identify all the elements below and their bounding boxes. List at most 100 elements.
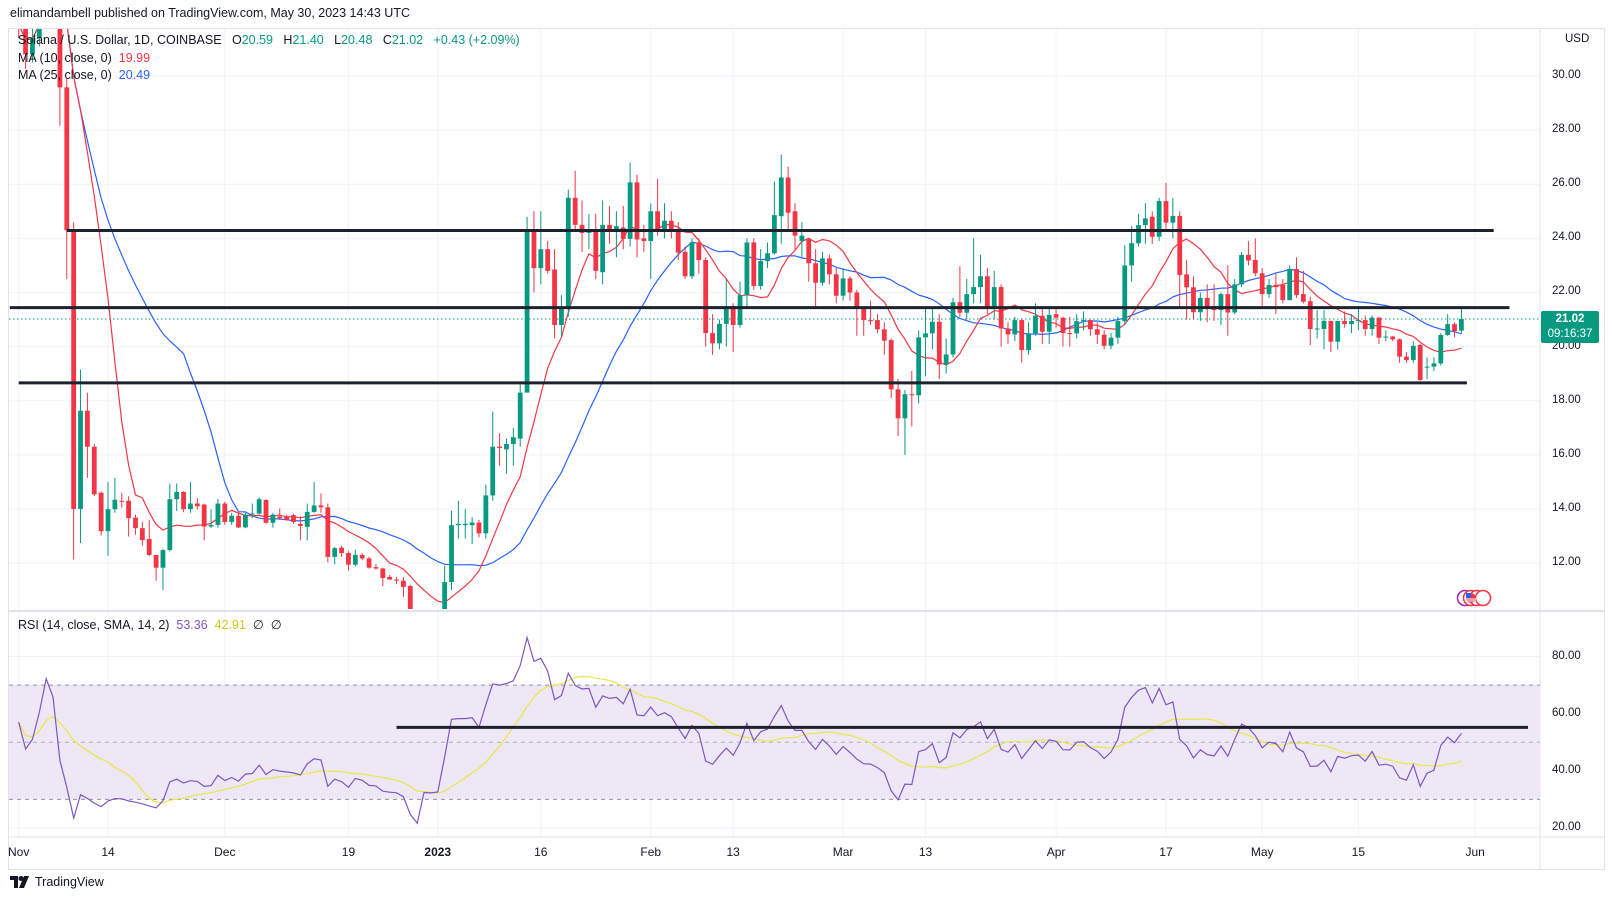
candle-body: [256, 499, 262, 514]
us-event-flags-icon[interactable]: [1456, 589, 1492, 607]
candle-body: [1156, 201, 1162, 237]
candle-down: [607, 205, 612, 244]
candle-down: [1184, 260, 1189, 320]
candle-body: [394, 579, 399, 581]
candle-body: [1081, 320, 1086, 322]
candle-up: [765, 242, 770, 269]
candle-up: [243, 512, 248, 529]
ma25-label: MA (25, close, 0): [18, 68, 112, 82]
candle-body: [765, 253, 770, 262]
candle-up: [1046, 306, 1052, 344]
currency-label[interactable]: USD: [1565, 33, 1590, 45]
candle-body: [1012, 320, 1018, 335]
candle-body: [1397, 339, 1402, 357]
candle-body: [105, 509, 111, 532]
candle-body: [1115, 321, 1121, 338]
candle-body: [1163, 201, 1169, 223]
candle-body: [85, 410, 90, 447]
candle-down: [1328, 320, 1334, 353]
candle-up: [174, 483, 180, 512]
candle-up: [778, 154, 784, 244]
candle-body: [366, 558, 372, 568]
tradingview-logo[interactable]: TradingView: [10, 875, 104, 889]
candle-down: [957, 266, 963, 317]
candle-body: [634, 182, 640, 240]
candle-up: [1266, 278, 1272, 298]
candle-down: [1149, 211, 1155, 244]
candle-body: [1300, 294, 1306, 302]
candle-down: [833, 268, 839, 304]
candle-body: [875, 320, 880, 330]
candle-body: [744, 242, 750, 296]
candle-up: [840, 268, 846, 301]
candle-down: [1225, 265, 1231, 336]
candle-body: [449, 525, 454, 583]
candle-body: [23, 29, 28, 55]
candle-body: [572, 197, 578, 225]
candle-up: [30, 29, 35, 63]
candle-up: [565, 189, 571, 317]
candle-body: [139, 528, 145, 541]
candle-up: [916, 330, 922, 404]
candle-body: [91, 446, 97, 495]
candle-body: [249, 513, 255, 515]
candle-up: [483, 484, 489, 539]
candle-body: [153, 554, 159, 568]
candle-up: [462, 508, 468, 539]
candle-down: [476, 519, 482, 538]
candle-body: [593, 228, 599, 271]
candle-body: [112, 499, 118, 510]
candle-body: [1459, 318, 1464, 331]
candle-up: [208, 509, 214, 528]
candle-down: [23, 29, 28, 69]
candle-up: [1355, 306, 1361, 331]
candle-body: [1067, 333, 1073, 335]
candle-body: [772, 215, 777, 254]
candle-body: [833, 274, 839, 296]
candle-up: [256, 497, 262, 515]
candle-body: [984, 276, 990, 308]
candle-body: [1273, 284, 1279, 288]
candle-body: [174, 491, 180, 500]
time-axis-label: 15: [1351, 845, 1366, 859]
candle-body: [1108, 337, 1114, 346]
candle-up: [559, 295, 564, 336]
candle-body: [263, 500, 269, 523]
candle-body: [510, 437, 516, 445]
rsi-legend[interactable]: RSI (14, close, SMA, 14, 2) 53.36 42.91 …: [18, 617, 282, 632]
candle-up: [717, 319, 722, 350]
ma25-legend[interactable]: MA (25, close, 0) 20.49: [18, 68, 150, 82]
candle-down: [1191, 276, 1196, 320]
price-axis-label: 24.00: [1552, 231, 1581, 244]
candle-up: [332, 546, 338, 565]
candle-up: [758, 249, 764, 290]
candle-up: [1424, 357, 1430, 380]
candle-body: [387, 576, 393, 580]
candle-body: [1314, 328, 1320, 330]
candle-up: [504, 438, 509, 474]
candle-body: [792, 211, 798, 236]
candle-body: [380, 568, 386, 578]
high-label: H: [283, 33, 293, 47]
ma10-legend[interactable]: MA (10, close, 0) 19.99: [18, 51, 150, 65]
time-axis-label: 13: [918, 845, 933, 859]
candle-down: [236, 511, 241, 528]
symbol-legend[interactable]: Solana / U.S. Dollar, 1D, COINBASE O20.5…: [18, 33, 520, 47]
candle-down: [785, 166, 791, 232]
candle-body: [1053, 314, 1059, 318]
candle-body: [1328, 320, 1334, 342]
open-value: 20.59: [241, 33, 273, 47]
candle-down: [277, 508, 283, 521]
candle-down: [861, 307, 867, 336]
candle-down: [1280, 278, 1286, 304]
candle-body: [1142, 218, 1148, 226]
candle-up: [1383, 330, 1389, 342]
candle-up: [744, 238, 750, 309]
candle-body: [682, 251, 688, 277]
candle-down: [634, 174, 640, 258]
candle-body: [723, 306, 729, 324]
candle-down: [201, 503, 207, 541]
candle-down: [1019, 319, 1025, 363]
candle-body: [1307, 301, 1313, 330]
